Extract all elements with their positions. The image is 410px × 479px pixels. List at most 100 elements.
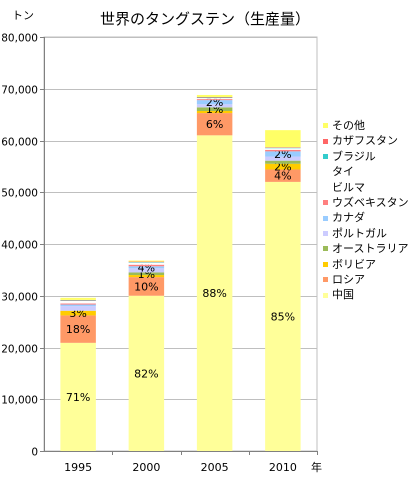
legend: その他カザフスタン ブラジルタイ ビルマウズベキスタン カナダ ポルトガル オーストラリア… [323, 118, 409, 303]
data-label: 10% [134, 280, 158, 293]
legend-item: ロシア [323, 272, 409, 287]
legend-swatch [323, 184, 328, 190]
bar-segment [196, 107, 233, 112]
bar-segment [196, 97, 233, 98]
legend-label: ウズベキスタン [332, 196, 409, 210]
bar-segment [196, 98, 233, 100]
x-axis-unit-label: 年 [311, 460, 322, 474]
bar-segment [265, 169, 301, 182]
legend-label: ビルマ [332, 180, 365, 194]
legend-swatch [323, 277, 328, 283]
bar-segment [128, 272, 165, 276]
bar-segment [196, 99, 233, 101]
bar-segment [128, 277, 165, 296]
bar-segment [60, 304, 96, 307]
legend-swatch [323, 231, 328, 237]
bar-segment [60, 310, 96, 316]
bar-segment [60, 342, 96, 451]
bar-segment [128, 262, 165, 263]
bar-segment [196, 135, 233, 451]
legend-item: 中国 [323, 287, 409, 302]
bar-segment [128, 262, 165, 264]
legend-label: ボリビア [332, 257, 376, 271]
bar-segment [128, 266, 165, 269]
bar-segment [60, 300, 96, 302]
y-tick-label: 30,000 [1, 292, 38, 304]
legend-item: ウズベキスタン [323, 195, 409, 210]
bar-segment [265, 163, 301, 170]
data-label: 18% [66, 323, 90, 336]
bar-segment [60, 300, 96, 301]
data-label: 82% [134, 367, 158, 380]
y-tick-label: 0 [31, 447, 38, 459]
legend-label: オーストラリア [332, 242, 409, 256]
bar-segment [265, 130, 301, 148]
x-tick-label: 2010 [269, 461, 297, 474]
legend-swatch [323, 292, 328, 298]
bar-segment [265, 181, 301, 451]
bar-segment [128, 261, 165, 263]
legend-label: カナダ [332, 211, 365, 225]
data-label: 6% [206, 118, 223, 131]
data-label: 2% [274, 161, 291, 174]
legend-label: その他 [332, 119, 365, 132]
bar-segment [265, 151, 301, 157]
legend-item: カザフスタン [323, 133, 409, 148]
y-axis-unit-label: トン [12, 9, 34, 22]
data-label: 4% [274, 170, 291, 183]
bar-segment [196, 98, 233, 99]
data-label: 88% [202, 287, 226, 300]
legend-item: ボリビア [323, 257, 409, 272]
bar-segment [196, 104, 233, 108]
legend-item: カナダ [323, 210, 409, 225]
chart-title: 世界のタングステン（生産量） [99, 10, 310, 28]
bar-segment [196, 100, 233, 105]
bar-segment [128, 268, 165, 273]
bar-segment [265, 160, 301, 164]
bar-segment [265, 147, 301, 148]
bar-segment [60, 297, 96, 300]
y-tick-label: 20,000 [1, 344, 38, 356]
legend-swatch [323, 169, 328, 175]
bar-segment [265, 148, 301, 150]
legend-swatch [323, 154, 328, 160]
y-tick-label: 70,000 [1, 85, 38, 97]
bar-segment [60, 301, 96, 304]
y-tick-label: 40,000 [1, 240, 38, 252]
legend-item: タイ [323, 164, 409, 179]
data-label: 85% [271, 310, 295, 323]
legend-item: オーストラリア [323, 241, 409, 256]
legend-swatch [323, 138, 328, 144]
bar-segment [128, 275, 165, 278]
legend-label: ブラジル [332, 149, 376, 163]
bar-segment [265, 148, 301, 149]
legend-label: カザフスタン [332, 134, 398, 148]
bar-segment [265, 147, 301, 149]
y-tick-label: 10,000 [1, 395, 38, 407]
bar-segment [60, 303, 96, 305]
bar-segment [265, 156, 301, 161]
legend-item: ポルトガル [323, 226, 409, 241]
legend-label: 中国 [332, 288, 354, 302]
legend-label: タイ [332, 165, 354, 179]
bar-segment [60, 315, 96, 343]
legend-swatch [323, 215, 328, 221]
bar-segment [128, 295, 165, 451]
bar-segment [60, 306, 96, 311]
bar-segment [128, 263, 165, 265]
y-tick-label: 80,000 [1, 33, 38, 45]
x-tick-label: 2005 [201, 461, 229, 474]
bar-segment [128, 260, 165, 262]
bar-segment [60, 299, 96, 301]
bar-segment [196, 94, 233, 98]
legend-item: ブラジル [323, 149, 409, 164]
bar-segment [196, 111, 233, 114]
legend-swatch [323, 123, 328, 129]
legend-swatch [323, 246, 328, 252]
y-tick-label: 50,000 [1, 188, 38, 200]
x-tick-label: 2000 [132, 461, 160, 474]
x-tick-label: 1995 [64, 461, 92, 474]
bar-segment [196, 97, 233, 99]
legend-item: その他 [323, 118, 409, 133]
